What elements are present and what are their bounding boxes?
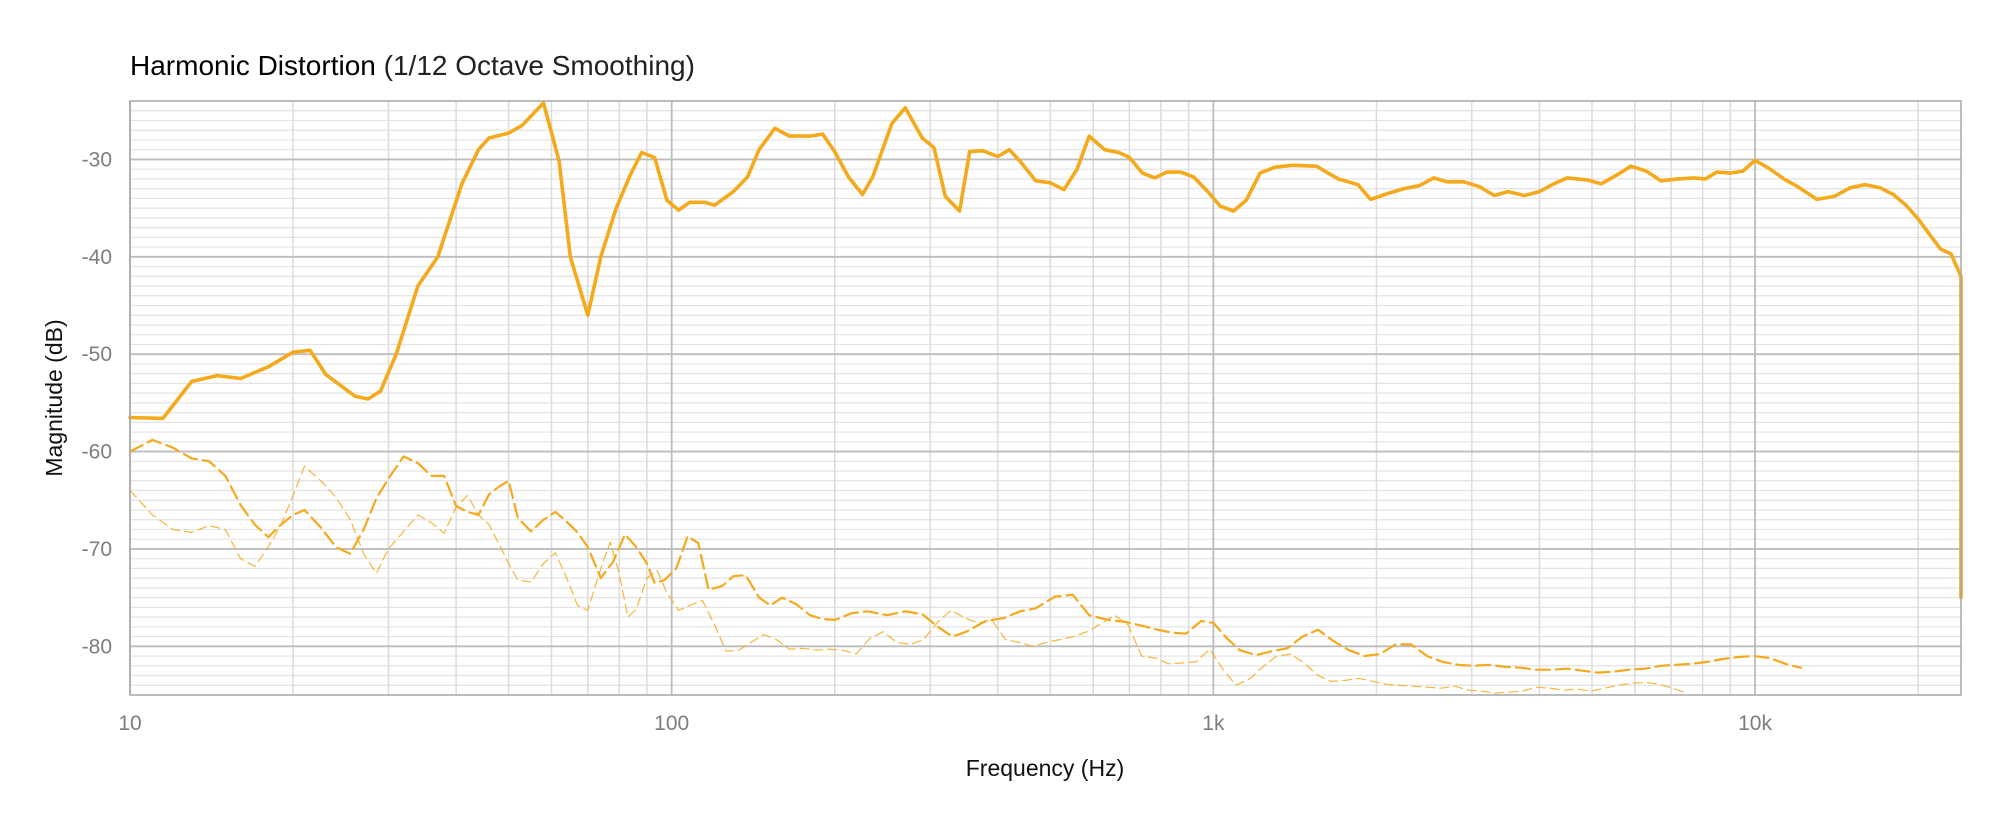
series-layer [128, 101, 1963, 694]
plot-background [130, 101, 1961, 695]
major-grid [129, 101, 1961, 695]
x-tick-label: 10 [118, 712, 141, 735]
chart-title: Harmonic Distortion (1/12 Octave Smoothi… [130, 50, 695, 82]
minor-grid [130, 100, 1961, 696]
x-axis-title: Frequency (Hz) [966, 755, 1124, 781]
plot-frame [129, 100, 1962, 696]
y-tick-label: -40 [82, 246, 112, 269]
x-tick-labels: 10 100 1k 10k [118, 712, 1772, 735]
y-tick-label: -70 [82, 538, 112, 561]
x-tick-label: 100 [654, 712, 689, 735]
y-tick-label: -50 [82, 343, 112, 366]
chart-title-main: Harmonic Distortion [130, 50, 376, 81]
series-line-2 [128, 438, 1802, 674]
x-tick-label: 10k [1738, 712, 1772, 735]
y-tick-labels: -80 -70 -60 -50 -40 -30 [82, 148, 112, 658]
series-line-3 [129, 465, 1687, 694]
chart-title-subtitle: (1/12 Octave Smoothing) [383, 50, 695, 81]
series-line-1 [128, 101, 1963, 600]
x-tick-label: 1k [1202, 712, 1225, 735]
y-axis-title: Magnitude (dB) [41, 319, 67, 476]
y-tick-label: -30 [82, 148, 112, 171]
y-tick-label: -60 [82, 441, 112, 464]
y-tick-label: -80 [82, 635, 112, 658]
